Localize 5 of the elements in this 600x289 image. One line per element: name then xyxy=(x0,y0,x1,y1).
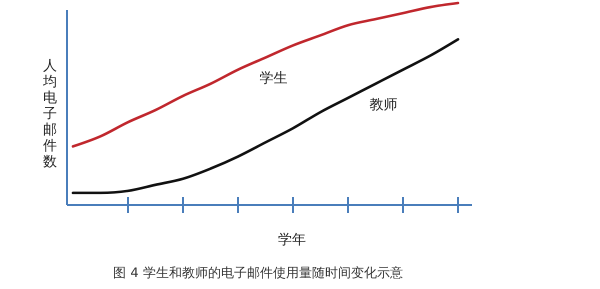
text: 图 4 学生和教师的电子邮件使用量随时间变化示意 xyxy=(113,266,403,281)
y-axis-title: 人均电子邮件数 xyxy=(42,58,57,170)
series-label: 学生 xyxy=(260,70,288,87)
x-axis-title: 学年 xyxy=(278,232,306,248)
series-label: 教师 xyxy=(370,96,398,113)
